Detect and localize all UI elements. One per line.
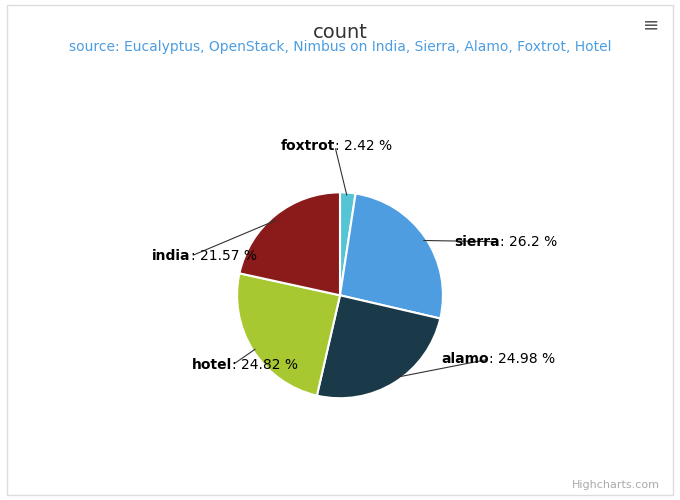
Text: : 24.82 %: : 24.82 % bbox=[232, 358, 298, 372]
Wedge shape bbox=[340, 194, 443, 318]
Text: : 24.98 %: : 24.98 % bbox=[490, 352, 556, 366]
Text: foxtrot: foxtrot bbox=[280, 139, 335, 153]
Text: : 2.42 %: : 2.42 % bbox=[335, 139, 392, 153]
Text: : 26.2 %: : 26.2 % bbox=[500, 235, 557, 249]
Wedge shape bbox=[239, 192, 340, 296]
Wedge shape bbox=[340, 192, 356, 296]
Text: source: Eucalyptus, OpenStack, Nimbus on India, Sierra, Alamo, Foxtrot, Hotel: source: Eucalyptus, OpenStack, Nimbus on… bbox=[69, 40, 611, 54]
Text: Highcharts.com: Highcharts.com bbox=[572, 480, 660, 490]
Text: : 21.57 %: : 21.57 % bbox=[190, 249, 257, 263]
Text: alamo: alamo bbox=[441, 352, 490, 366]
Wedge shape bbox=[237, 274, 340, 396]
Text: sierra: sierra bbox=[454, 235, 500, 249]
Text: count: count bbox=[313, 22, 367, 42]
Text: india: india bbox=[152, 249, 190, 263]
Wedge shape bbox=[317, 296, 440, 398]
Text: ≡: ≡ bbox=[643, 15, 660, 34]
Text: hotel: hotel bbox=[192, 358, 232, 372]
